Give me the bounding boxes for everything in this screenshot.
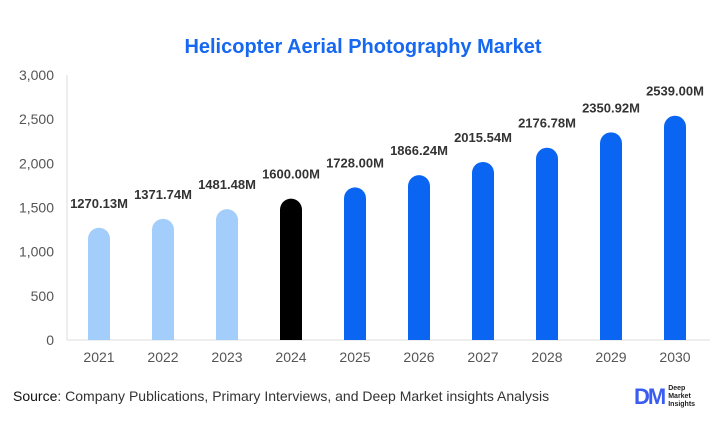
y-tick-label: 3,000 bbox=[19, 67, 54, 83]
x-tick-label: 2024 bbox=[275, 349, 306, 365]
y-tick-label: 0 bbox=[46, 332, 54, 348]
bar bbox=[664, 115, 686, 340]
source-note: Source: Company Publications, Primary In… bbox=[13, 388, 549, 404]
bar bbox=[280, 198, 302, 340]
bar bbox=[216, 209, 238, 340]
data-label: 2176.78M bbox=[518, 116, 576, 131]
source-label: Source bbox=[13, 388, 58, 404]
x-tick-label: 2026 bbox=[403, 349, 434, 365]
x-tick-label: 2021 bbox=[83, 349, 114, 365]
data-label: 1866.24M bbox=[390, 143, 448, 158]
x-tick-label: 2025 bbox=[339, 349, 370, 365]
x-tick-label: 2023 bbox=[211, 349, 242, 365]
source-text: : Company Publications, Primary Intervie… bbox=[57, 388, 550, 404]
data-label: 1600.00M bbox=[262, 167, 320, 182]
logo-text: Deep Market Insights bbox=[668, 385, 696, 408]
bar bbox=[152, 218, 174, 340]
logo-mark: DM bbox=[634, 384, 666, 409]
data-label: 1481.48M bbox=[198, 177, 256, 192]
x-tick-label: 2030 bbox=[659, 349, 690, 365]
data-label: 1728.00M bbox=[326, 155, 384, 170]
x-tick-label: 2027 bbox=[467, 349, 498, 365]
bar bbox=[408, 175, 430, 340]
bar bbox=[88, 227, 110, 340]
data-label: 2350.92M bbox=[582, 100, 640, 115]
chart-title: Helicopter Aerial Photography Market bbox=[184, 36, 542, 58]
y-tick-label: 1,000 bbox=[19, 244, 54, 260]
data-label: 2015.54M bbox=[454, 130, 512, 145]
y-tick-label: 2,500 bbox=[19, 111, 54, 127]
x-tick-label: 2022 bbox=[147, 349, 178, 365]
data-label: 1371.74M bbox=[134, 187, 192, 202]
bar bbox=[472, 161, 494, 340]
y-tick-label: 1,500 bbox=[19, 200, 54, 216]
logo: DM Deep Market Insights bbox=[634, 384, 695, 410]
data-label: 2539.00M bbox=[646, 84, 704, 99]
y-tick-label: 2,000 bbox=[19, 155, 54, 171]
bar bbox=[536, 147, 558, 340]
bar bbox=[344, 187, 366, 340]
bar bbox=[600, 132, 622, 340]
x-tick-label: 2029 bbox=[595, 349, 626, 365]
x-tick-label: 2028 bbox=[531, 349, 562, 365]
y-tick-label: 500 bbox=[31, 288, 55, 304]
data-label: 1270.13M bbox=[70, 196, 128, 211]
